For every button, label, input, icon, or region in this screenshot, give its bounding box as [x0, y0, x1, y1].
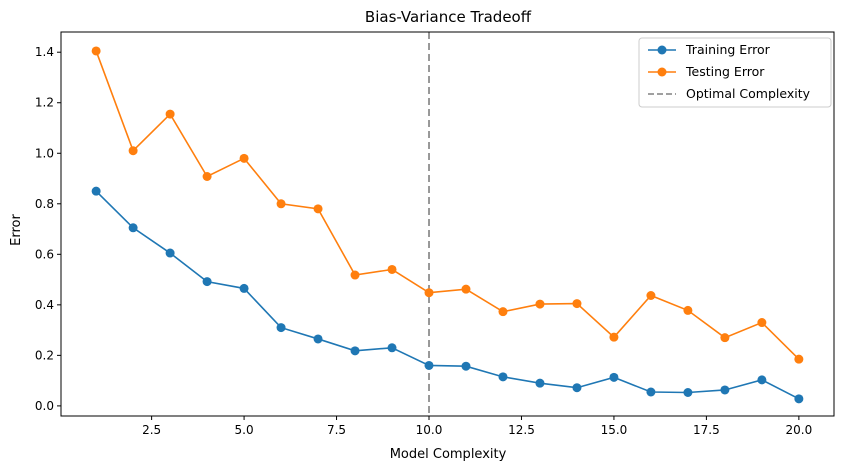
series-0-point [535, 378, 545, 388]
series-0-point [794, 394, 804, 404]
series-1-point [646, 290, 656, 300]
x-tick-label: 15.0 [601, 423, 628, 437]
series-1-point [313, 204, 323, 214]
series-line-0 [95, 190, 800, 400]
series-1-point [461, 284, 471, 294]
series-0-point [424, 360, 434, 370]
legend-label-training: Training Error [685, 42, 771, 57]
series-1-point [757, 318, 767, 328]
series-0-point [165, 248, 175, 258]
x-tick-label: 10.0 [416, 423, 443, 437]
series-0-point [461, 361, 471, 371]
series-0-point [239, 283, 249, 293]
series-1-point [91, 46, 101, 56]
y-tick-label: 0.0 [35, 399, 54, 413]
x-tick-label: 12.5 [508, 423, 535, 437]
series-1-point [165, 109, 175, 119]
chart-title: Bias-Variance Tradeoff [365, 8, 532, 26]
series-1-point [202, 172, 212, 182]
series-1-point [350, 270, 360, 280]
series-0-point [387, 343, 397, 353]
y-axis-label: Error [9, 214, 24, 246]
series-0-point [498, 372, 508, 382]
series-0-point [202, 277, 212, 287]
plot-frame [60, 31, 835, 417]
x-axis-label: Model Complexity [390, 447, 507, 462]
y-tick-label: 1.0 [35, 146, 54, 160]
legend-label-optimal: Optimal Complexity [686, 86, 811, 101]
series-1-point [609, 332, 619, 342]
plot-area [60, 31, 835, 417]
y-tick-label: 0.2 [35, 348, 54, 362]
x-tick-label: 7.5 [327, 423, 346, 437]
series-1-point [720, 333, 730, 343]
y-tick-label: 1.2 [35, 96, 54, 110]
series-0-point [683, 388, 693, 398]
series-1-point [276, 199, 286, 209]
series-0-point [128, 223, 138, 233]
legend-marker-testing [657, 67, 667, 77]
series-1-point [572, 299, 582, 309]
series-0-point [313, 334, 323, 344]
x-tick-label: 5.0 [235, 423, 254, 437]
series-0-point [572, 383, 582, 393]
series-1-point [239, 153, 249, 163]
series-0-point [609, 372, 619, 382]
x-axis-ticks: 2.5 5.0 7.5 10.0 12.5 15.0 17.5 20.0 [142, 416, 812, 437]
series-0-point [276, 323, 286, 333]
y-axis-ticks: 0.0 0.2 0.4 0.6 0.8 1.0 1.2 1.4 [35, 45, 61, 413]
series-1-point [424, 288, 434, 298]
series-0-point [646, 387, 656, 397]
legend: Training Error Testing Error Optimal Com… [638, 37, 832, 108]
legend-marker-training [657, 45, 667, 55]
y-tick-label: 1.4 [35, 45, 54, 59]
x-tick-label: 2.5 [142, 423, 161, 437]
series-1-point [498, 307, 508, 317]
x-tick-label: 20.0 [786, 423, 813, 437]
series-0-point [757, 375, 767, 385]
series-1-point [387, 264, 397, 274]
series-0-point [350, 346, 360, 356]
series-1-point [794, 354, 804, 364]
y-tick-label: 0.4 [35, 298, 54, 312]
x-tick-label: 17.5 [693, 423, 720, 437]
series-0-point [91, 186, 101, 196]
legend-label-testing: Testing Error [685, 64, 765, 79]
legend-box [638, 37, 832, 108]
series-1-point [128, 146, 138, 156]
y-tick-label: 0.8 [35, 197, 54, 211]
series-layer [91, 46, 804, 404]
series-1-point [535, 299, 545, 309]
series-line-1 [95, 50, 800, 360]
series-0-point [720, 385, 730, 395]
series-1-point [683, 305, 693, 315]
y-tick-label: 0.6 [35, 247, 54, 261]
